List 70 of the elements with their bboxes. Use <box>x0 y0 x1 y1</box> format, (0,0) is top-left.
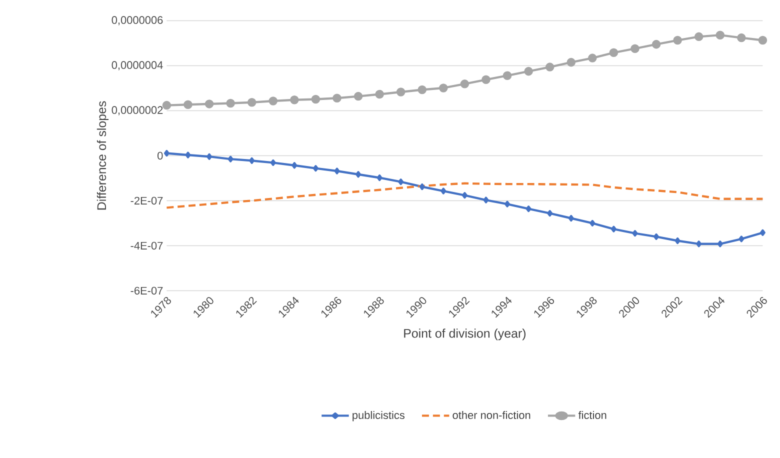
point <box>568 214 574 222</box>
point <box>396 88 406 96</box>
point <box>524 66 533 76</box>
point <box>526 206 532 212</box>
point <box>504 200 510 208</box>
point <box>696 240 702 248</box>
point <box>184 100 192 110</box>
point <box>482 75 490 84</box>
y-tick-label: 0,0000006 <box>112 16 163 26</box>
point <box>588 54 597 62</box>
point <box>268 96 278 106</box>
point <box>356 171 362 178</box>
point <box>694 32 704 42</box>
x-axis-title: Point of division (year) <box>404 328 526 340</box>
point <box>332 94 342 102</box>
point <box>483 196 489 204</box>
point <box>462 192 468 199</box>
point <box>460 80 470 88</box>
y-tick-label: -2E-07 <box>130 196 163 205</box>
point <box>376 174 382 182</box>
point <box>419 183 425 190</box>
point <box>206 153 212 160</box>
point <box>716 30 725 40</box>
y-tick-label: -4E-07 <box>130 242 163 250</box>
point <box>292 162 298 169</box>
y-tick-label: 0,0000002 <box>112 106 163 116</box>
point <box>439 84 448 92</box>
point <box>610 226 616 232</box>
point <box>354 92 363 101</box>
point <box>673 36 682 45</box>
point <box>311 94 320 104</box>
point <box>502 71 512 80</box>
point <box>566 58 576 67</box>
point <box>630 44 640 53</box>
y-tick-label: 0,0000004 <box>112 61 163 70</box>
legend-label: publicistics <box>352 410 404 422</box>
point <box>674 237 680 244</box>
point <box>270 159 276 166</box>
point <box>632 230 638 237</box>
y-tick-label: 0 <box>158 152 163 160</box>
point <box>204 100 214 108</box>
point <box>654 233 660 240</box>
point <box>418 85 427 94</box>
point <box>737 33 746 42</box>
point <box>652 40 661 49</box>
point <box>228 156 234 162</box>
y-tick-label: -6E-07 <box>130 286 163 295</box>
point <box>590 220 596 226</box>
point <box>185 152 191 158</box>
point <box>547 210 553 217</box>
point <box>375 90 384 99</box>
point <box>226 98 235 108</box>
point <box>440 188 446 194</box>
point <box>164 150 170 157</box>
point <box>162 100 172 110</box>
point <box>334 168 340 174</box>
point <box>545 62 554 72</box>
legend-label: other non-fiction <box>452 410 530 420</box>
point <box>249 157 255 164</box>
point <box>247 98 256 107</box>
point <box>738 236 744 242</box>
legend-label: fiction <box>578 410 606 420</box>
point <box>717 240 723 248</box>
point <box>398 178 404 186</box>
point <box>758 36 768 45</box>
point <box>760 229 766 236</box>
point <box>312 165 318 172</box>
y-axis-title: Difference of slopes <box>96 101 109 210</box>
point <box>609 48 618 58</box>
point <box>290 96 299 104</box>
